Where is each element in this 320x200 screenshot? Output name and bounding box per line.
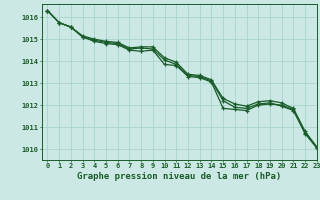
X-axis label: Graphe pression niveau de la mer (hPa): Graphe pression niveau de la mer (hPa) — [77, 172, 281, 181]
